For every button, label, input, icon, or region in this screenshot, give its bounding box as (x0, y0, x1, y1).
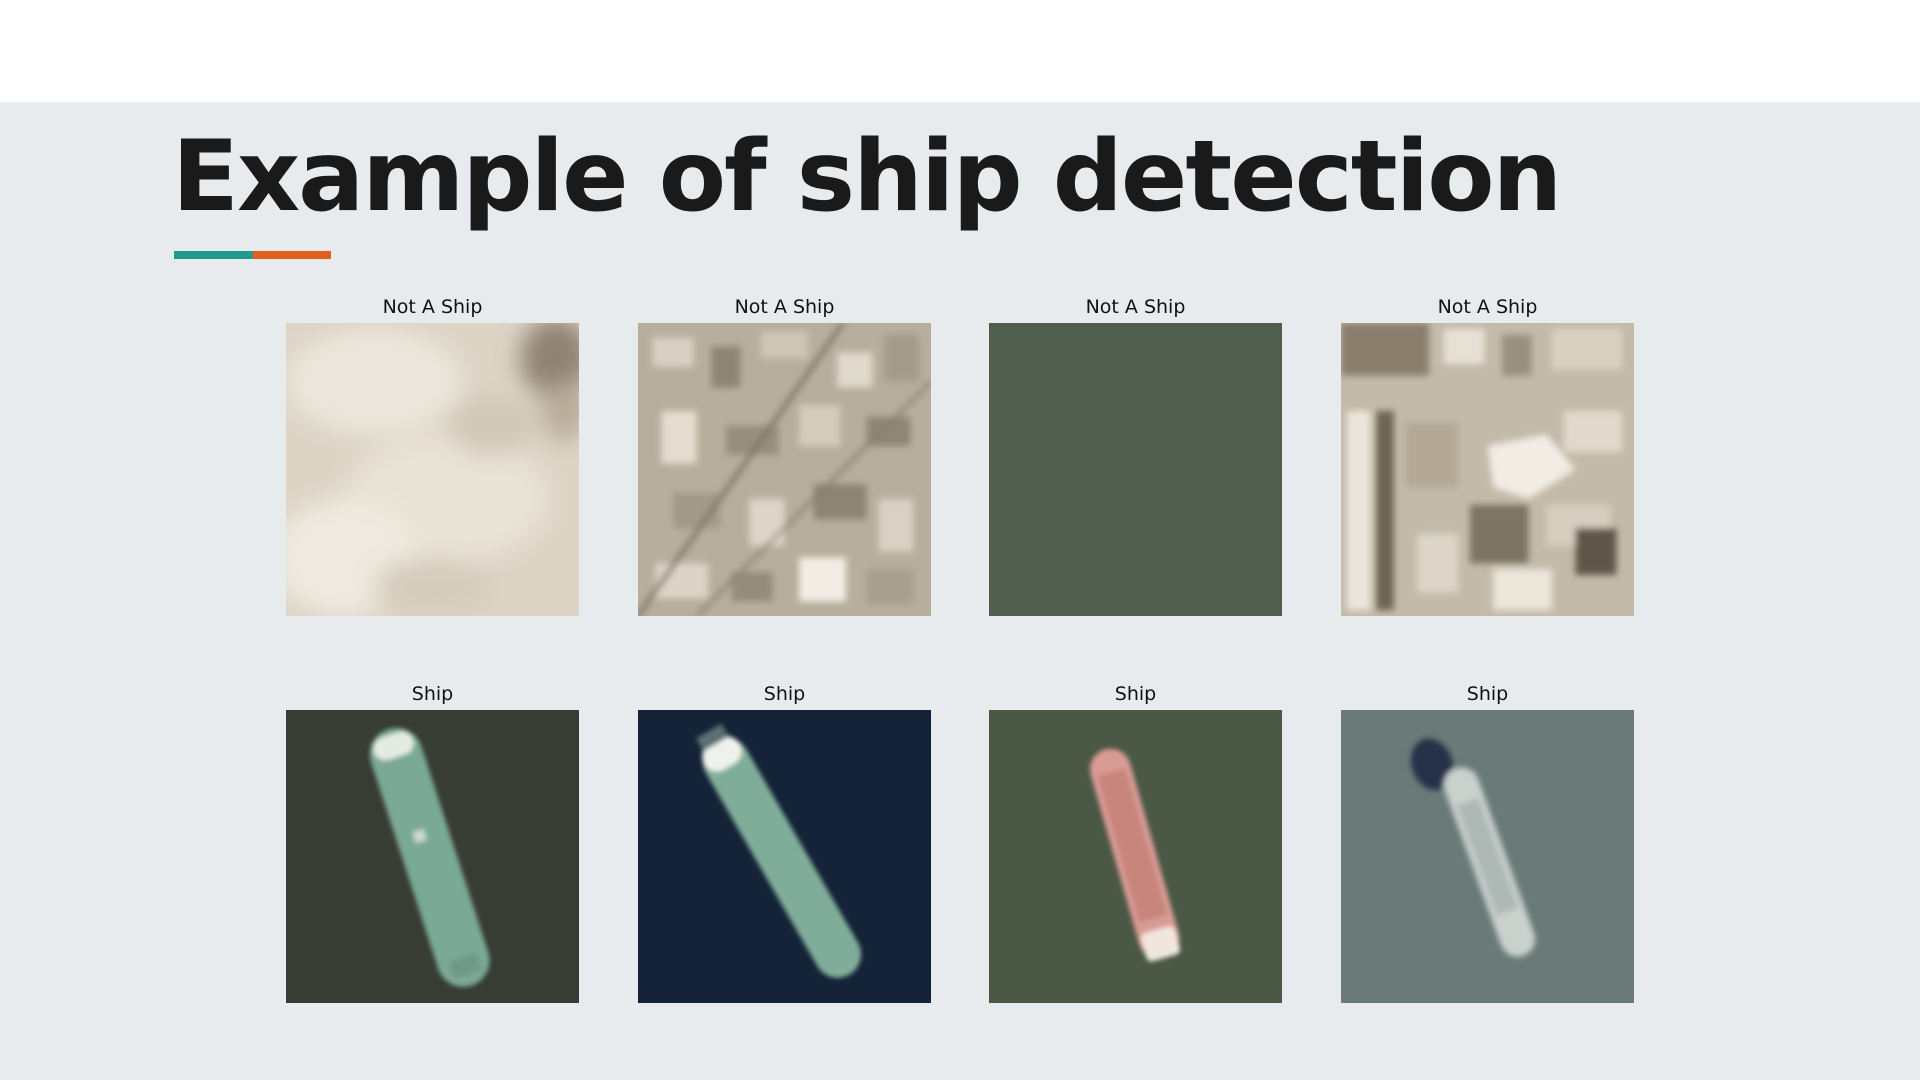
satellite-image-coastal (1341, 323, 1634, 616)
tile-label: Not A Ship (1085, 296, 1186, 318)
title-accent-orange (253, 251, 331, 259)
tile-label: Ship (763, 683, 806, 705)
satellite-image-ship-3 (989, 710, 1282, 1003)
slide-title: Example of ship detection (172, 120, 1562, 234)
satellite-image-ship-1 (286, 710, 579, 1003)
satellite-image-water (989, 323, 1282, 616)
title-accent-teal (174, 251, 253, 259)
top-bar (0, 0, 1920, 102)
satellite-image-clouds (286, 323, 579, 616)
tile-label: Ship (1466, 683, 1509, 705)
tile-label: Ship (1114, 683, 1157, 705)
satellite-image-ship-2 (638, 710, 931, 1003)
satellite-image-ship-4 (1341, 710, 1634, 1003)
tile-label: Not A Ship (382, 296, 483, 318)
tile-label: Not A Ship (1437, 296, 1538, 318)
satellite-image-urban (638, 323, 931, 616)
tile-label: Not A Ship (734, 296, 835, 318)
tile-label: Ship (411, 683, 454, 705)
